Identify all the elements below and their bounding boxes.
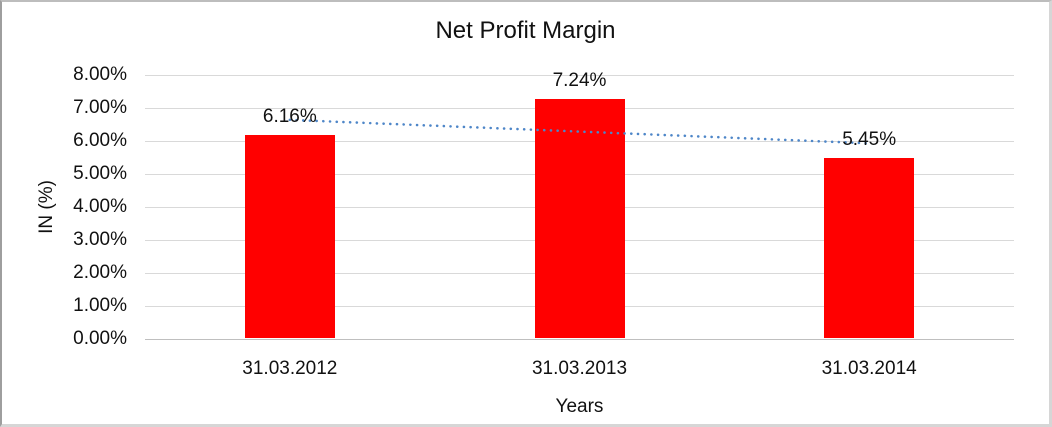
y-tick-label: 2.00% (73, 262, 127, 283)
data-label: 5.45% (842, 129, 897, 151)
y-tick-label: 4.00% (73, 196, 127, 217)
chart-title: Net Profit Margin (435, 17, 616, 44)
bar-31.03.2014 (824, 158, 915, 338)
y-tick-label: 7.00% (73, 97, 127, 118)
x-tick-label: 31.03.2014 (821, 358, 917, 379)
y-axis-title: IN (%) (36, 180, 57, 234)
y-tick-label: 3.00% (73, 229, 127, 250)
x-tick-label: 31.03.2013 (531, 358, 628, 379)
y-tick-label: 0.00% (73, 328, 127, 349)
data-label: 7.24% (552, 70, 607, 92)
plot-area: 6.16% 7.24% 5.45% (145, 70, 1014, 340)
y-tick-label: 5.00% (73, 163, 127, 184)
bar-31.03.2012 (244, 134, 335, 338)
gridline (145, 75, 1014, 76)
y-tick-label: 1.00% (73, 295, 127, 316)
x-axis-line (145, 339, 1014, 340)
data-label: 6.16% (262, 105, 317, 127)
x-axis-title: Years (555, 396, 604, 417)
y-tick-label: 6.00% (73, 130, 127, 151)
y-tick-label: 8.00% (73, 64, 127, 85)
bar-31.03.2013 (534, 99, 625, 338)
trendline (288, 118, 871, 145)
x-tick-label: 31.03.2012 (242, 358, 338, 379)
